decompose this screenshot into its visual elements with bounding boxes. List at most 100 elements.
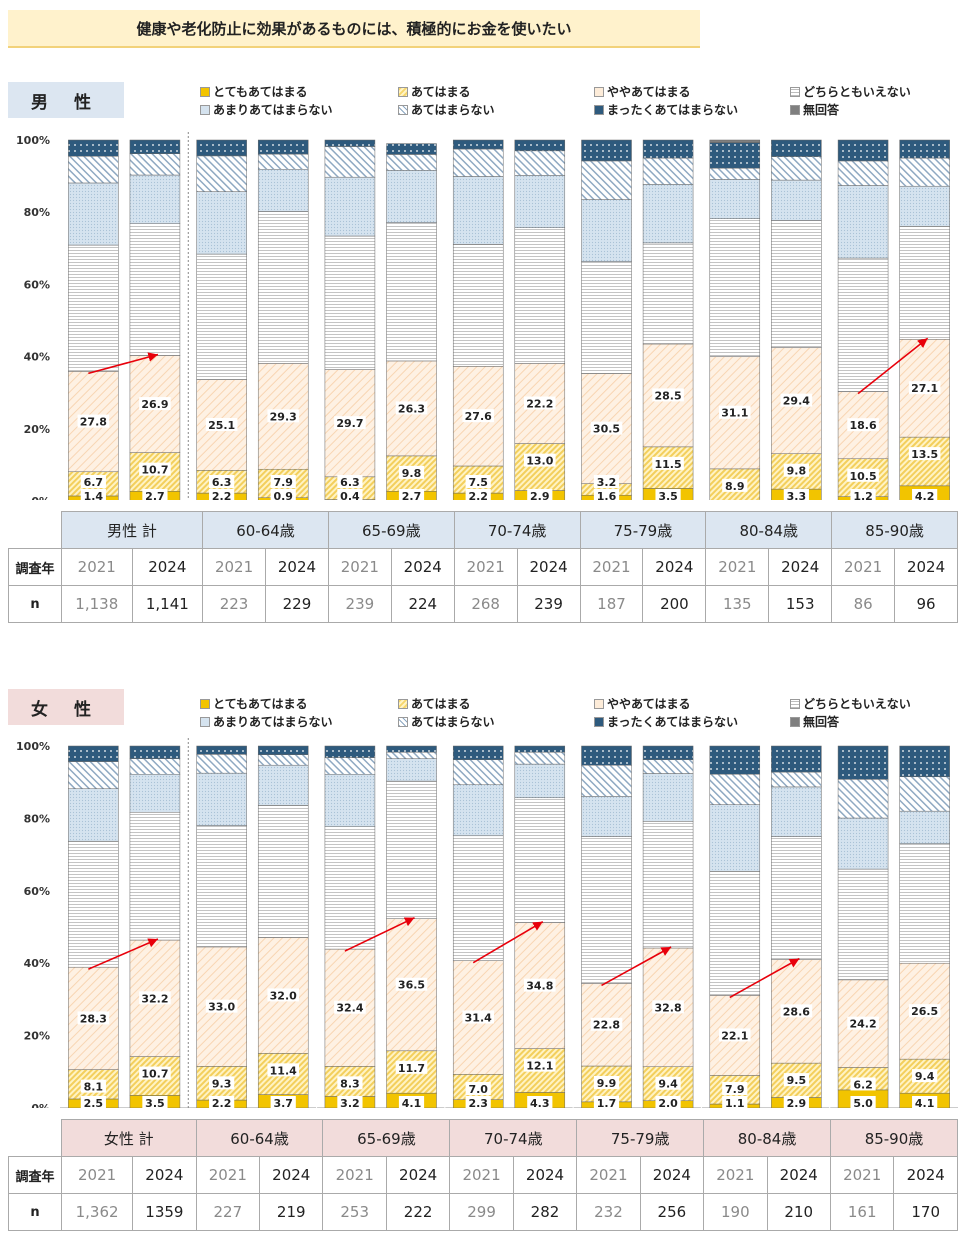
legend-label: ややあてはまる (607, 85, 691, 99)
group-header: 65-69歳 (322, 1119, 451, 1157)
bar-segment (709, 745, 761, 775)
n-cell: 282 (512, 1193, 578, 1231)
legend-item: まったくあてはまらない (594, 713, 738, 730)
data-label: 8.1 (84, 1081, 104, 1094)
data-label-bg (655, 1076, 681, 1090)
data-label-bg (77, 1011, 110, 1025)
data-label-bg (652, 1000, 684, 1014)
data-label: 10.7 (141, 1068, 168, 1081)
data-label: 9.4 (915, 1070, 935, 1083)
bar-segment (837, 139, 889, 162)
year-cell: 2024 (639, 1156, 705, 1194)
bar-segment (899, 185, 950, 227)
bar-segment (709, 871, 761, 996)
bar-segment (386, 758, 437, 782)
legend-item: あまりあてはまらない (200, 101, 333, 118)
bar-segment (709, 142, 761, 169)
data-label: 2.9 (787, 1097, 807, 1108)
bar-segment (837, 160, 889, 186)
bar-segment (514, 175, 566, 228)
year-cell: 2021 (579, 548, 644, 586)
legend-label: あてはまる (411, 697, 471, 711)
bar-segment (642, 139, 694, 159)
year-cell: 2021 (449, 1156, 514, 1194)
data-label-bg (780, 393, 813, 407)
data-label-bg (465, 489, 491, 500)
data-label: 12.1 (526, 1060, 553, 1073)
year-cell: 2024 (265, 548, 329, 586)
data-label: 0.4 (340, 490, 360, 500)
data-label-bg (652, 388, 684, 402)
bar-segment (129, 745, 181, 759)
group-header: 60-64歳 (195, 1119, 324, 1157)
legend-swatch (398, 86, 408, 97)
n-cell: 268 (453, 585, 518, 623)
bar-segment (771, 179, 822, 221)
n-cell: 223 (202, 585, 266, 623)
bar-segment (581, 139, 632, 162)
data-label-bg (783, 1073, 809, 1087)
legend-label: あまりあてはまらない (213, 103, 333, 117)
legend-swatch (200, 104, 210, 115)
year-row-label: 調査年 (8, 548, 62, 586)
data-label-bg (783, 463, 809, 477)
legend-swatch (398, 716, 408, 727)
legend-item: まったくあてはまらない (594, 101, 738, 118)
year-cell: 2021 (202, 548, 266, 586)
group-header: 80-84歳 (705, 511, 833, 549)
data-label-bg (80, 1096, 106, 1108)
y-tick-label: 60% (24, 885, 50, 898)
bar-segment (837, 257, 889, 392)
bar-segment (257, 153, 309, 170)
bar-segment (324, 773, 376, 827)
legend-item: あてはまる (398, 695, 471, 712)
group-header: 85-90歳 (829, 1119, 959, 1157)
data-label-bg (523, 396, 556, 410)
bar-segment (196, 191, 247, 255)
data-label: 27.6 (465, 410, 492, 423)
data-label: 29.4 (783, 395, 810, 408)
year-cell: 2021 (61, 548, 133, 586)
legend-label: とてもあてはまる (213, 697, 308, 711)
data-label-bg (850, 489, 876, 500)
group-header: 60-64歳 (202, 511, 329, 549)
data-label-bg (850, 1077, 876, 1091)
data-label: 4.1 (402, 1097, 422, 1108)
male-stacked-bar-chart: 0% 20% 40% 60% 80% 100% 1.46.7 27.8 2.7 10.7 26.9 2… (16, 130, 950, 500)
legend-item: あてはまらない (398, 101, 495, 118)
n-cell: 170 (893, 1193, 958, 1231)
year-cell: 2024 (768, 548, 833, 586)
data-label-bg (780, 1004, 813, 1018)
bar-segment (324, 235, 376, 370)
legend-item: あてはまらない (398, 713, 495, 730)
data-label-bg (590, 421, 623, 435)
data-label-bg (908, 447, 941, 461)
bar-segment (771, 771, 822, 788)
data-label: 31.1 (721, 407, 748, 420)
data-label: 2.0 (658, 1097, 678, 1108)
bar-segment (581, 764, 632, 797)
legend-label: あてはまらない (411, 103, 495, 117)
data-label-bg (398, 465, 425, 479)
data-label: 18.6 (849, 419, 876, 432)
bar-segment (709, 773, 761, 805)
bar-segment (129, 139, 181, 154)
year-cell: 2024 (642, 548, 707, 586)
data-label-bg (847, 468, 879, 482)
n-cell: 1,141 (131, 585, 204, 623)
data-label-bg (527, 1096, 553, 1108)
year-cell: 2024 (766, 1156, 831, 1194)
data-label: 28.6 (783, 1005, 810, 1018)
bar-segment (196, 745, 247, 755)
female-section-label: 女 性 (8, 689, 124, 725)
n-cell: 86 (831, 585, 896, 623)
legend-swatch (200, 86, 210, 97)
group-header: 男性 計 (60, 511, 204, 549)
data-label-bg (270, 475, 296, 488)
n-row-label: n (8, 1193, 62, 1231)
year-cell: 2021 (576, 1156, 641, 1194)
data-label: 32.2 (141, 992, 168, 1005)
bar-segment (899, 745, 950, 778)
bar-segment (771, 139, 822, 157)
group-header: 70-74歳 (449, 1119, 578, 1157)
